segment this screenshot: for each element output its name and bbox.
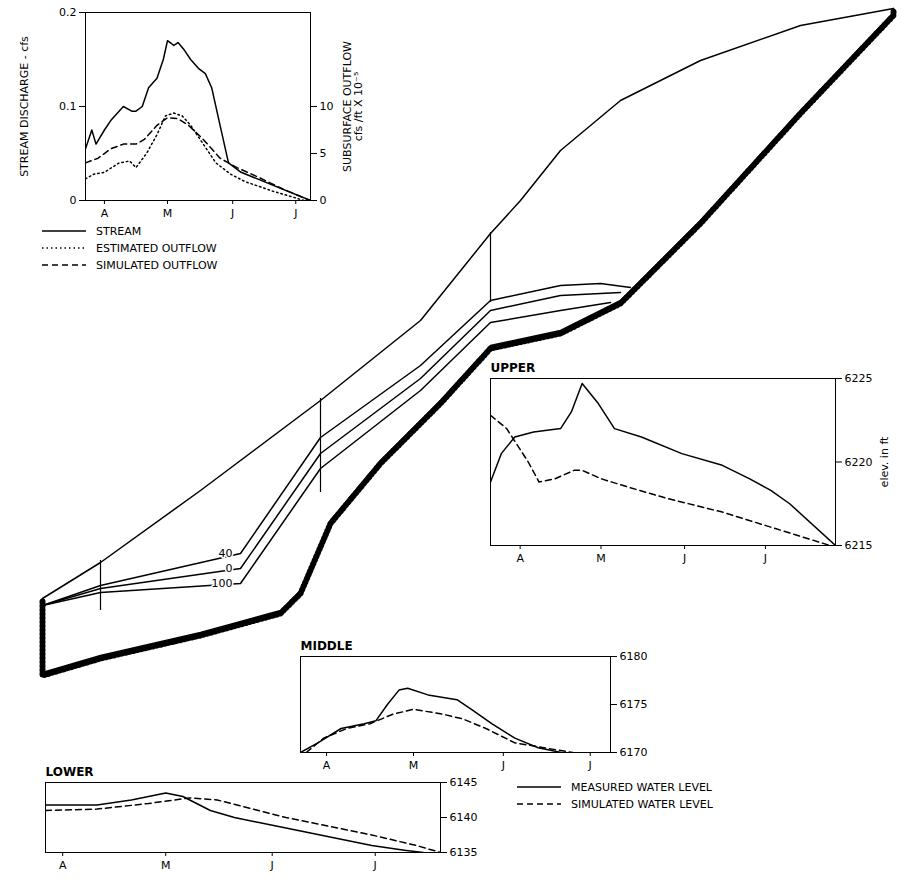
svg-text:LOWER: LOWER [46, 765, 94, 779]
svg-text:J: J [588, 759, 592, 772]
svg-text:5: 5 [320, 147, 327, 160]
svg-text:UPPER: UPPER [491, 361, 536, 375]
svg-text:STREAM DISCHARGE - cfs: STREAM DISCHARGE - cfs [18, 36, 31, 177]
svg-text:MIDDLE: MIDDLE [301, 639, 353, 653]
svg-text:A: A [516, 552, 524, 565]
svg-text:6170: 6170 [620, 746, 648, 759]
svg-text:10: 10 [320, 100, 334, 113]
svg-text:J: J [293, 207, 297, 220]
svg-text:J: J [763, 552, 767, 565]
svg-text:6145: 6145 [450, 776, 478, 789]
svg-text:A: A [101, 207, 109, 220]
svg-text:6175: 6175 [620, 698, 648, 711]
svg-text:0: 0 [320, 194, 327, 207]
svg-text:J: J [682, 552, 686, 565]
svg-text:0.2: 0.2 [59, 6, 77, 19]
svg-text:6135: 6135 [450, 846, 478, 859]
svg-text:M: M [596, 552, 606, 565]
svg-text:M: M [161, 859, 171, 872]
svg-text:100: 100 [212, 577, 233, 590]
svg-text:6140: 6140 [450, 811, 478, 824]
svg-text:J: J [501, 759, 505, 772]
svg-text:0: 0 [70, 194, 77, 207]
svg-text:40: 40 [219, 547, 233, 560]
svg-text:A: A [323, 759, 331, 772]
svg-text:0: 0 [226, 562, 233, 575]
svg-text:A: A [59, 859, 67, 872]
svg-text:0.1: 0.1 [59, 100, 77, 113]
svg-text:J: J [373, 859, 377, 872]
svg-text:SIMULATED WATER LEVEL: SIMULATED WATER LEVEL [571, 798, 714, 811]
svg-text:6180: 6180 [620, 650, 648, 663]
svg-text:SUBSURFACE OUTFLOWcfs /ft X 10: SUBSURFACE OUTFLOWcfs /ft X 10⁻⁵ [341, 41, 365, 172]
svg-text:J: J [270, 859, 274, 872]
svg-text:6215: 6215 [845, 539, 873, 552]
svg-text:ESTIMATED OUTFLOW: ESTIMATED OUTFLOW [96, 242, 217, 255]
svg-text:elev. in ft: elev. in ft [878, 436, 891, 487]
svg-text:STREAM: STREAM [96, 225, 141, 238]
svg-text:6225: 6225 [845, 372, 873, 385]
svg-text:SIMULATED OUTFLOW: SIMULATED OUTFLOW [96, 259, 218, 272]
svg-text:J: J [230, 207, 234, 220]
svg-text:M: M [409, 759, 419, 772]
svg-text:6220: 6220 [845, 456, 873, 469]
svg-text:MEASURED WATER LEVEL: MEASURED WATER LEVEL [571, 781, 713, 794]
svg-text:M: M [163, 207, 173, 220]
